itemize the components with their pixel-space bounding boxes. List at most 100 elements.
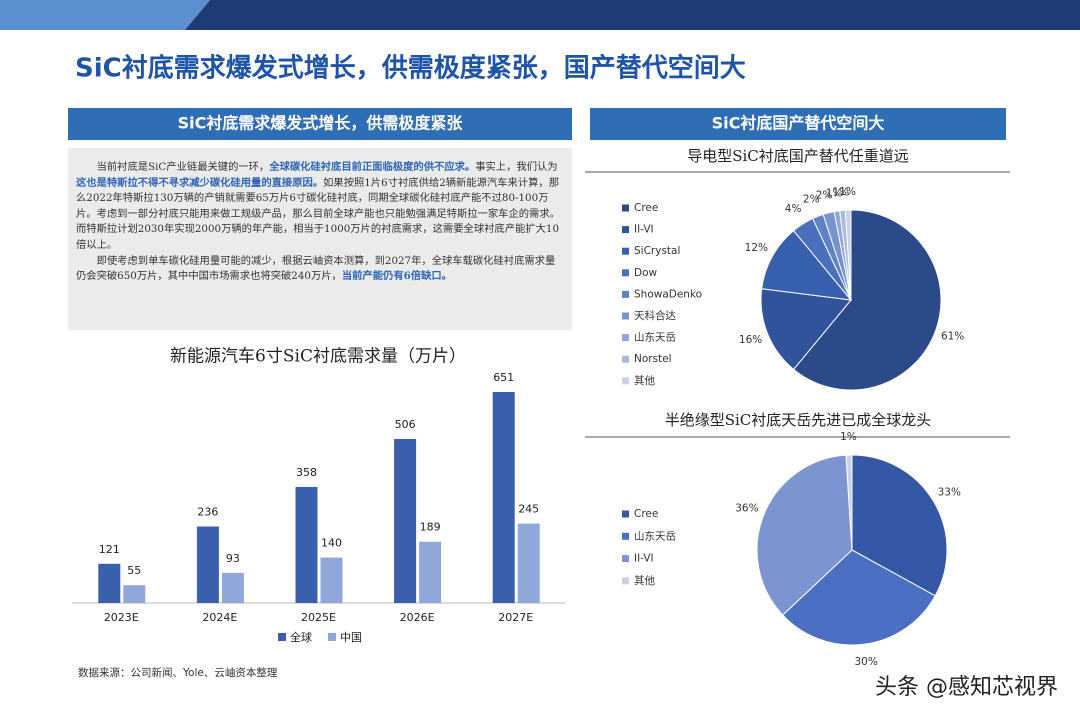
value-label: 236 bbox=[197, 506, 218, 519]
bar bbox=[517, 523, 540, 603]
bar bbox=[98, 563, 121, 603]
bar bbox=[419, 541, 442, 603]
pie-slice bbox=[792, 209, 942, 391]
right-header-bar bbox=[590, 108, 1006, 140]
value-label: 506 bbox=[395, 418, 416, 431]
text: 如果按照1片6寸衬底供给2辆新能源汽车来计算，那么2022年特斯拉130万辆的产… bbox=[76, 176, 560, 251]
value-label: 651 bbox=[493, 371, 514, 384]
bar bbox=[123, 585, 146, 603]
legend-swatch bbox=[622, 334, 629, 342]
text: 事实上，我们认为 bbox=[475, 161, 558, 173]
bar bbox=[320, 557, 343, 603]
x-tick-label: 2024E bbox=[202, 611, 237, 624]
value-label: 189 bbox=[420, 521, 441, 534]
legend-swatch bbox=[622, 532, 629, 540]
chart-title: 导电型SiC衬底国产替代任重道远 bbox=[687, 147, 909, 165]
x-tick-label: 2025E bbox=[301, 611, 336, 624]
slice-label: 2% bbox=[803, 194, 820, 206]
value-label: 93 bbox=[226, 552, 240, 565]
legend-label: Cree bbox=[634, 508, 658, 520]
legend-swatch bbox=[622, 247, 629, 255]
legend-label: 中国 bbox=[340, 631, 362, 644]
emphasis-text: 全球碳化硅衬底目前正面临极度的供不应求。 bbox=[269, 161, 476, 173]
slide-title: SiC衬底需求爆发式增长，供需极度紧张，国产替代空间大 bbox=[75, 53, 746, 84]
legend-swatch bbox=[278, 633, 286, 641]
value-label: 140 bbox=[321, 537, 342, 550]
value-label: 121 bbox=[99, 543, 120, 556]
bar bbox=[196, 526, 219, 603]
emphasis-text: 当前产能仍有6倍缺口。 bbox=[341, 270, 452, 283]
slice-label: 12% bbox=[745, 242, 768, 254]
legend-label: 其他 bbox=[634, 574, 655, 587]
legend-label: II-VI bbox=[634, 553, 654, 565]
pie-slice bbox=[756, 454, 853, 616]
slice-label: 1% bbox=[840, 431, 857, 443]
left-header-bar bbox=[68, 108, 572, 140]
value-label: 245 bbox=[518, 503, 539, 516]
pie-slice bbox=[782, 549, 936, 646]
bar bbox=[221, 572, 244, 603]
paragraph-box: 当前衬底是SiC产业链最关键的一环，全球碳化硅衬底目前正面临极度的供不应求。事实… bbox=[68, 148, 572, 330]
banner-dark bbox=[185, 0, 1080, 30]
slice-label: 16% bbox=[739, 334, 762, 346]
left-header: SiC衬底需求爆发式增长，供需极度紧张 bbox=[178, 114, 464, 133]
legend-swatch bbox=[328, 633, 336, 641]
legend-label: Norstel bbox=[634, 353, 672, 365]
emphasis-text: 这也是特斯拉不得不寻求减少碳化硅用量的直接原因。 bbox=[76, 176, 324, 189]
paragraph: 即使考虑到单车碳化硅用量可能的减少，根据云岫资本测算，到2027年，全球车载碳化… bbox=[76, 254, 564, 285]
watermark: 头条 @感知芯视界 bbox=[875, 675, 1058, 700]
legend-swatch bbox=[622, 577, 629, 585]
pie-slice bbox=[844, 209, 852, 301]
pie-slice bbox=[761, 229, 853, 301]
legend-swatch bbox=[622, 555, 629, 563]
pie-slice bbox=[845, 454, 853, 551]
text: 即使考虑到单车碳化硅用量可能的减少，根据云岫资本测算，到2027年，全球车载碳化… bbox=[76, 254, 556, 283]
slice-label: 36% bbox=[735, 502, 758, 514]
legend-label: 全球 bbox=[290, 630, 312, 644]
legend-label: 山东天岳 bbox=[634, 529, 676, 542]
value-label: 55 bbox=[127, 564, 141, 577]
legend-label: 天科合达 bbox=[634, 309, 676, 322]
legend-swatch bbox=[622, 204, 629, 212]
legend-label: Cree bbox=[634, 202, 658, 214]
text: 当前衬底是SiC产业链最关键的一环， bbox=[96, 161, 270, 173]
x-tick-label: 2023E bbox=[104, 611, 139, 624]
legend-swatch bbox=[622, 226, 629, 234]
value-label: 358 bbox=[296, 466, 317, 479]
legend-swatch bbox=[622, 355, 629, 363]
legend-label: 山东天岳 bbox=[634, 331, 676, 344]
legend-label: ShowaDenko bbox=[634, 288, 702, 300]
bar bbox=[295, 486, 318, 603]
legend-label: 其他 bbox=[634, 374, 655, 387]
banner-light bbox=[0, 0, 210, 30]
legend-swatch bbox=[622, 269, 629, 277]
legend-swatch bbox=[622, 290, 629, 298]
right-header: SiC衬底国产替代空间大 bbox=[712, 114, 885, 133]
x-tick-label: 2027E bbox=[498, 611, 533, 624]
chart-title: 新能源汽车6寸SiC衬底需求量（万片） bbox=[170, 347, 466, 367]
legend-swatch bbox=[622, 312, 629, 320]
slice-label: 2% bbox=[816, 189, 833, 201]
slice-label: 1% bbox=[839, 186, 856, 198]
slice-label: 61% bbox=[941, 331, 964, 343]
paragraph: 当前衬底是SiC产业链最关键的一环，全球碳化硅衬底目前正面临极度的供不应求。事实… bbox=[76, 160, 564, 254]
pie-slice bbox=[760, 288, 852, 371]
legend-swatch bbox=[622, 510, 629, 518]
legend-label: II-VI bbox=[634, 224, 654, 236]
slice-label: 1% bbox=[826, 187, 843, 199]
legend-label: Dow bbox=[634, 267, 658, 279]
slice-label: 30% bbox=[854, 656, 877, 668]
pie-slice bbox=[851, 454, 948, 597]
source: 数据来源：公司新闻、Yole、云岫资本整理 bbox=[78, 666, 278, 679]
slice-label: 33% bbox=[938, 486, 961, 498]
bar bbox=[394, 438, 417, 603]
slice-label: 1% bbox=[833, 186, 850, 198]
legend-swatch bbox=[622, 377, 629, 385]
bar bbox=[492, 392, 515, 603]
chart-title: 半绝缘型SiC衬底天岳先进已成全球龙头 bbox=[665, 411, 932, 429]
legend-label: SiCrystal bbox=[634, 245, 680, 257]
x-tick-label: 2026E bbox=[400, 611, 435, 624]
slice-label: 4% bbox=[785, 203, 802, 215]
